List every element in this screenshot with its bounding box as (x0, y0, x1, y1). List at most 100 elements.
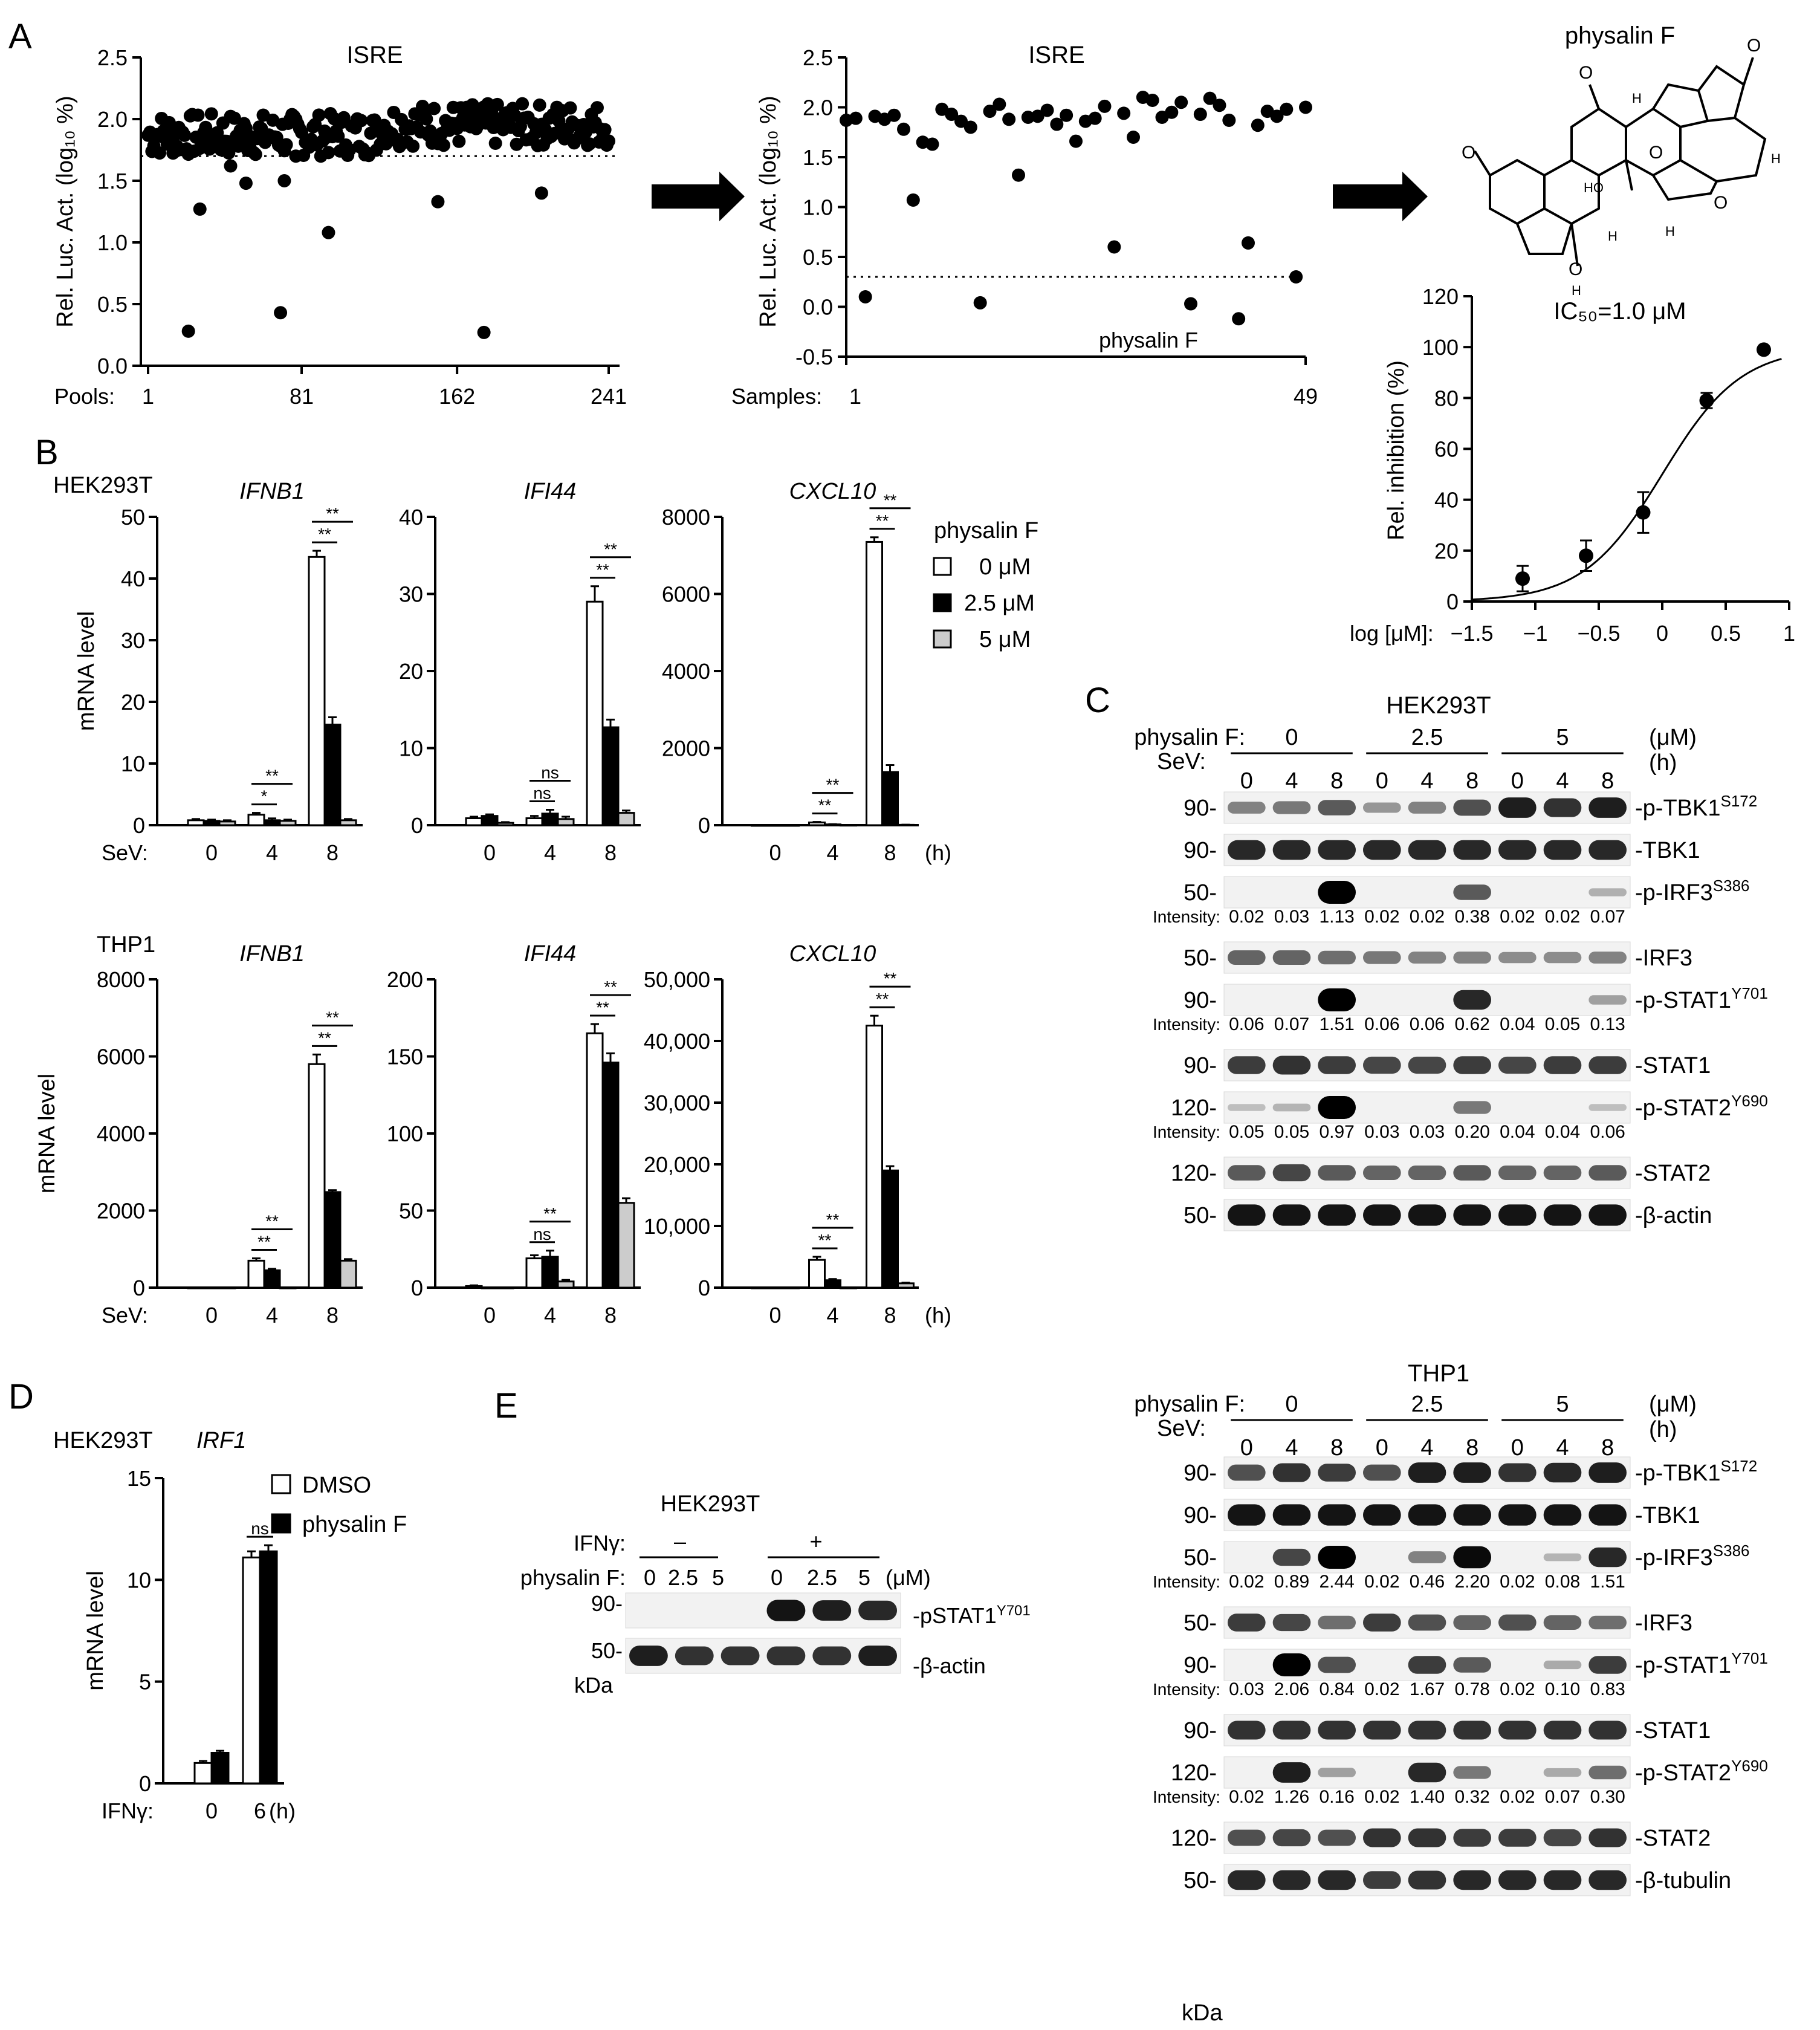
e-blot-row-membrane (625, 1592, 901, 1629)
time-lane-label: 0 (1511, 1435, 1524, 1461)
band (1498, 1870, 1537, 1890)
x-tick-label: 0 (1656, 621, 1668, 646)
bar (601, 1062, 620, 1289)
c-cell-title: THP1 (1408, 1360, 1469, 1387)
intensity-value: 0.06 (1410, 1014, 1445, 1034)
panel-letter-b: B (35, 433, 59, 472)
intensity-value: 0.07 (1590, 907, 1625, 927)
band (1408, 952, 1446, 964)
y-tick-label: 40 (1434, 488, 1459, 513)
data-point (1184, 297, 1197, 311)
atom-label: H (1572, 283, 1581, 298)
bar (881, 771, 899, 826)
intensity-value: 0.07 (1274, 1014, 1309, 1034)
time-lane-label: 0 (1240, 1435, 1253, 1461)
intensity-value: 0.10 (1545, 1679, 1580, 1699)
data-point (331, 129, 345, 143)
e-blot-row-membrane (625, 1638, 901, 1674)
panel-a-charts: 0.0 0.5 1.0 1.5 2.0 2.5 Rel. Luc. Act. (log₁₀ … (53, 45, 1795, 646)
e-blot-label: -pSTAT1Y701 (913, 1603, 1031, 1629)
band (1228, 1720, 1266, 1740)
significance-label: ** (318, 1028, 331, 1047)
blot-label-main: -p-IRF3 (1635, 1545, 1713, 1571)
panel-c-blots: physalin F: 0 2.5 5 (μM) SeV: 0 4 8 0 4 8 0 4 8 (h) 90- -… (1134, 725, 1768, 2026)
band (1363, 840, 1401, 860)
bar (339, 819, 357, 826)
blot-label: -STAT1 (1635, 1053, 1711, 1078)
x-tick-label: 0 (206, 840, 218, 865)
blot-label-main: -p-IRF3 (1635, 880, 1713, 906)
e-dose: 5 (712, 1565, 724, 1590)
mw-marker: 120- (1171, 1161, 1217, 1186)
y-tick-label: 2000 (97, 1199, 145, 1224)
y-tick-label: 0.0 (803, 295, 833, 320)
data-point (963, 120, 977, 134)
data-point (993, 97, 1006, 111)
legend-swatch-1 (933, 593, 952, 612)
panel-d-chart: 0 5 10 15 0 6 ns mRNA level IFNγ: (h) (83, 1466, 296, 1823)
data-point (1699, 393, 1714, 408)
e-dose-unit: (μM) (886, 1565, 931, 1590)
band (1453, 1204, 1491, 1226)
e-blot-label-main: -pSTAT1 (913, 1603, 997, 1628)
bar (866, 1025, 883, 1289)
band (1408, 1762, 1446, 1783)
blot-label-main: -TBK1 (1635, 1503, 1700, 1528)
intensity-value: 0.02 (1500, 1787, 1535, 1807)
y-axis-label: mRNA level (83, 1571, 108, 1691)
band (1363, 951, 1401, 964)
band (1318, 881, 1356, 904)
intensity-value: 0.05 (1545, 1014, 1580, 1034)
band (1498, 1614, 1537, 1631)
intensity-value: 1.13 (1319, 907, 1354, 927)
e-dose: 2.5 (668, 1565, 698, 1590)
band (1228, 1056, 1266, 1074)
data-point (1069, 134, 1083, 148)
band (1408, 1462, 1446, 1483)
intensity-value: 0.02 (1364, 1572, 1399, 1592)
legend-swatch-0 (271, 1474, 291, 1494)
significance-label: ** (318, 525, 331, 543)
intensity-value: 0.02 (1229, 907, 1264, 927)
x-axis-unit: (h) (925, 1303, 951, 1328)
screen2-title: ISRE (1028, 42, 1084, 68)
data-point (1165, 105, 1179, 119)
data-point (436, 138, 450, 152)
band (1588, 888, 1627, 897)
band (1543, 1720, 1582, 1740)
mw-marker: 120- (1171, 1095, 1217, 1121)
blot-label: -p-IRF3S386 (1635, 1542, 1750, 1571)
band (1228, 1870, 1266, 1890)
x-tick-label: 1 (1783, 621, 1795, 646)
structure-atom-labels: O O O O O O HO H H H H H (1462, 36, 1781, 298)
significance-label: ** (596, 560, 609, 579)
band (1588, 1615, 1627, 1630)
data-point (431, 195, 445, 209)
y-tick-label: 2.5 (97, 45, 128, 70)
blot-label: -IRF3 (1635, 1610, 1692, 1636)
atom-label: HO (1584, 180, 1604, 195)
y-tick-label: 40,000 (644, 1029, 710, 1054)
bar (247, 1259, 265, 1289)
significance-label: ** (818, 796, 832, 815)
time-lane-label: 8 (1330, 1435, 1343, 1461)
band (1318, 988, 1356, 1011)
band (1363, 1464, 1401, 1481)
y-tick-label: 0 (133, 813, 145, 838)
band (1318, 1096, 1356, 1119)
x-tick-label: 4 (826, 1303, 838, 1328)
intensity-value: 0.05 (1274, 1122, 1309, 1142)
bar (187, 819, 205, 826)
data-point (1579, 548, 1593, 563)
band (1272, 1463, 1311, 1482)
band (1588, 1720, 1627, 1740)
data-point (274, 306, 288, 320)
bar (202, 820, 221, 826)
band (1453, 1546, 1491, 1569)
blot-label: -β-tubulin (1635, 1868, 1731, 1893)
data-point (1088, 111, 1102, 125)
band (1543, 1166, 1582, 1180)
e-dose-label: physalin F: (520, 1565, 626, 1590)
time-lane-label: 4 (1420, 1435, 1433, 1461)
band (1272, 1613, 1311, 1632)
